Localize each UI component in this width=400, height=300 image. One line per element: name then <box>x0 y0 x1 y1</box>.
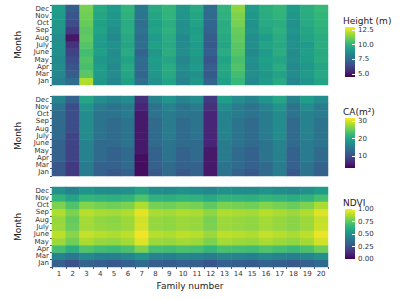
svg-text:4: 4 <box>98 270 103 278</box>
svg-text:Jan: Jan <box>37 168 49 176</box>
svg-text:0.00: 0.00 <box>358 255 374 263</box>
svg-text:Month: Month <box>13 31 23 59</box>
svg-text:May: May <box>35 147 49 155</box>
svg-text:16: 16 <box>261 270 270 278</box>
svg-text:June: June <box>33 48 49 56</box>
svg-text:Oct: Oct <box>37 110 49 118</box>
svg-text:Apr: Apr <box>37 63 49 71</box>
svg-text:Oct: Oct <box>37 19 49 27</box>
svg-text:Nov: Nov <box>35 12 49 20</box>
svg-text:Dec: Dec <box>35 5 49 13</box>
svg-text:10.0: 10.0 <box>358 41 374 49</box>
svg-text:7.5: 7.5 <box>358 55 369 63</box>
svg-text:0.50: 0.50 <box>358 230 374 238</box>
svg-text:5: 5 <box>112 270 116 278</box>
svg-text:Nov: Nov <box>35 103 49 111</box>
svg-text:July: July <box>35 41 49 49</box>
svg-text:10: 10 <box>179 270 188 278</box>
svg-text:6: 6 <box>126 270 131 278</box>
svg-text:May: May <box>35 238 49 246</box>
svg-text:Sep: Sep <box>36 26 50 34</box>
svg-text:7: 7 <box>139 270 143 278</box>
svg-text:11: 11 <box>192 270 201 278</box>
svg-text:10: 10 <box>358 152 367 160</box>
svg-text:30: 30 <box>358 117 367 125</box>
svg-text:20: 20 <box>358 135 367 143</box>
svg-text:July: July <box>35 223 49 231</box>
svg-text:3: 3 <box>84 270 88 278</box>
svg-text:Aug: Aug <box>35 216 49 224</box>
svg-text:17: 17 <box>275 270 284 278</box>
svg-text:0.25: 0.25 <box>358 243 374 251</box>
svg-text:Mar: Mar <box>36 161 49 169</box>
svg-text:9: 9 <box>167 270 171 278</box>
svg-text:5.0: 5.0 <box>358 70 369 78</box>
svg-text:Apr: Apr <box>37 245 49 253</box>
svg-text:Apr: Apr <box>37 154 49 162</box>
svg-text:Mar: Mar <box>36 252 49 260</box>
svg-text:Oct: Oct <box>37 201 49 209</box>
svg-text:Family number: Family number <box>157 281 224 291</box>
svg-text:Jan: Jan <box>37 77 49 85</box>
svg-text:June: June <box>33 139 49 147</box>
svg-text:Sep: Sep <box>36 117 50 125</box>
svg-text:CA(m²): CA(m²) <box>343 107 375 117</box>
svg-text:May: May <box>35 56 49 64</box>
svg-text:NDVI: NDVI <box>343 198 365 208</box>
svg-text:1.00: 1.00 <box>358 205 374 213</box>
svg-text:Month: Month <box>13 122 23 150</box>
svg-text:Jan: Jan <box>37 259 49 267</box>
svg-text:Aug: Aug <box>35 34 49 42</box>
svg-text:14: 14 <box>234 270 243 278</box>
svg-text:Sep: Sep <box>36 208 50 216</box>
svg-text:June: June <box>33 230 49 238</box>
svg-text:12.5: 12.5 <box>358 26 374 34</box>
svg-text:13: 13 <box>220 270 229 278</box>
svg-text:July: July <box>35 132 49 140</box>
svg-text:18: 18 <box>289 270 298 278</box>
svg-text:19: 19 <box>303 270 312 278</box>
svg-text:Height (m): Height (m) <box>343 16 391 26</box>
svg-text:Nov: Nov <box>35 194 49 202</box>
svg-text:Dec: Dec <box>35 187 49 195</box>
svg-text:20: 20 <box>317 270 326 278</box>
svg-text:2: 2 <box>70 270 74 278</box>
svg-text:0.75: 0.75 <box>358 218 374 226</box>
svg-text:15: 15 <box>248 270 257 278</box>
svg-text:8: 8 <box>153 270 157 278</box>
svg-text:12: 12 <box>206 270 215 278</box>
svg-text:Mar: Mar <box>36 70 49 78</box>
svg-text:1: 1 <box>57 270 61 278</box>
svg-text:Month: Month <box>13 213 23 241</box>
svg-text:Aug: Aug <box>35 125 49 133</box>
svg-text:Dec: Dec <box>35 96 49 104</box>
